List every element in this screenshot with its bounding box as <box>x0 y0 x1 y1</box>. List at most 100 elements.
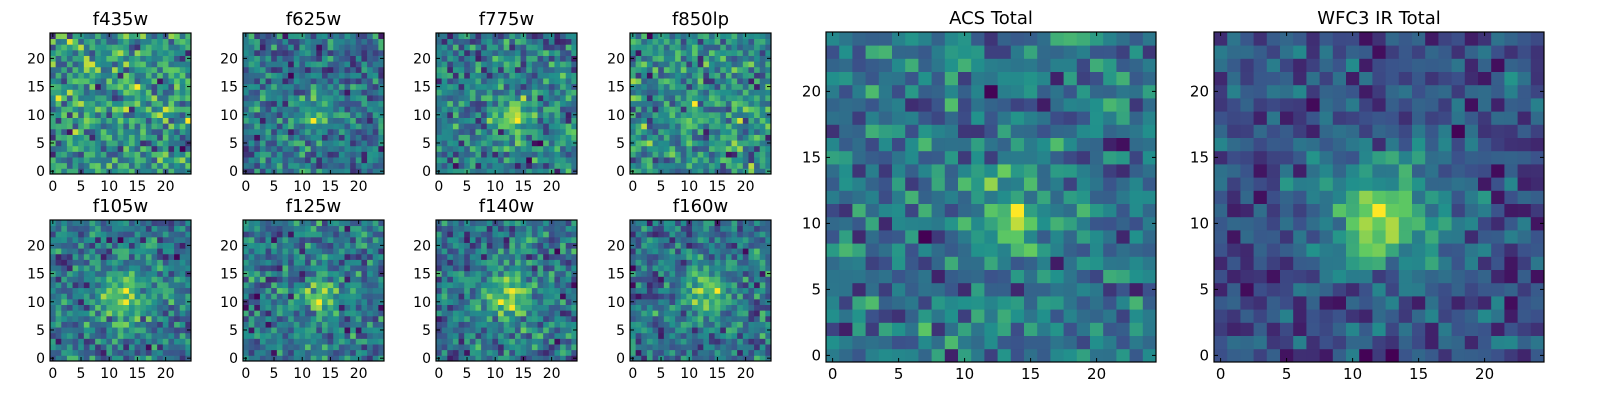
heatmap-cell <box>520 38 527 45</box>
heatmap-cell <box>635 83 642 90</box>
heatmap-cell <box>509 349 516 356</box>
heatmap-cell <box>680 332 687 339</box>
heatmap-cell <box>669 128 676 135</box>
heatmap-cell <box>526 83 533 90</box>
heatmap-cell <box>571 151 578 158</box>
heatmap-cell <box>458 49 465 56</box>
heatmap-cell <box>492 128 499 135</box>
heatmap-cell <box>554 100 561 107</box>
heatmap-cell <box>288 287 295 294</box>
heatmap-cell <box>66 253 73 260</box>
heatmap-cell <box>526 95 533 102</box>
heatmap-cell <box>641 72 648 79</box>
heatmap-cell <box>140 49 147 56</box>
heatmap-cell <box>720 106 727 113</box>
heatmap-cell <box>464 231 471 238</box>
heatmap-cell <box>548 225 555 232</box>
heatmap-cell <box>492 106 499 113</box>
heatmap-cell <box>276 95 283 102</box>
heatmap-cell <box>447 349 454 356</box>
heatmap-cell <box>765 304 772 311</box>
heatmap-cell <box>492 151 499 158</box>
heatmap-cell <box>112 332 119 339</box>
heatmap-cell <box>436 248 443 255</box>
heatmap-cell <box>503 61 510 68</box>
heatmap-cell <box>759 117 766 124</box>
heatmap-cell <box>168 168 175 175</box>
heatmap-cell <box>55 265 62 272</box>
heatmap-cell <box>344 145 351 152</box>
heatmap-cell <box>372 89 379 96</box>
heatmap-cell <box>652 162 659 169</box>
heatmap-cell <box>367 134 374 141</box>
heatmap-cell <box>526 248 533 255</box>
heatmap-cell <box>112 55 119 62</box>
heatmap-cell <box>168 111 175 118</box>
heatmap-cell <box>526 315 533 322</box>
y-tick-label: 20 <box>220 238 238 254</box>
heatmap-cell <box>475 128 482 135</box>
heatmap-cell <box>720 83 727 90</box>
heatmap-cell <box>503 293 510 300</box>
heatmap-cell <box>95 140 102 147</box>
heatmap-cell <box>243 100 250 107</box>
heatmap-cell <box>560 225 567 232</box>
heatmap-cell <box>436 282 443 289</box>
heatmap-cell <box>725 117 732 124</box>
heatmap-cell <box>537 72 544 79</box>
heatmap-cell <box>641 83 648 90</box>
heatmap-cell <box>168 242 175 249</box>
heatmap-cell <box>316 298 323 305</box>
heatmap-cell <box>151 55 158 62</box>
heatmap-cell <box>243 253 250 260</box>
heatmap-cell <box>243 162 250 169</box>
heatmap-cell <box>481 157 488 164</box>
heatmap-cell <box>531 145 538 152</box>
heatmap-cell <box>526 89 533 96</box>
heatmap-cell <box>486 145 493 152</box>
heatmap-cell <box>243 310 250 317</box>
heatmap-cell <box>282 134 289 141</box>
heatmap-cell <box>720 276 727 283</box>
heatmap-cell <box>703 162 710 169</box>
heatmap-cell <box>464 293 471 300</box>
heatmap-cell <box>78 344 85 351</box>
heatmap-cell <box>185 349 192 356</box>
heatmap-cell <box>714 83 721 90</box>
heatmap-cell <box>509 276 516 283</box>
heatmap-cell <box>669 321 676 328</box>
heatmap-cell <box>162 66 169 73</box>
heatmap-cell <box>560 89 567 96</box>
heatmap-cell <box>725 66 732 73</box>
heatmap-cell <box>350 287 357 294</box>
heatmap-cell <box>554 162 561 169</box>
heatmap-cell <box>145 248 152 255</box>
heatmap-cell <box>697 140 704 147</box>
heatmap-cell <box>531 100 538 107</box>
heatmap-cell <box>759 332 766 339</box>
heatmap-cell <box>151 310 158 317</box>
heatmap-cell <box>316 66 323 73</box>
heatmap-cell <box>305 157 312 164</box>
heatmap-cell <box>50 259 57 266</box>
heatmap-cell <box>367 151 374 158</box>
heatmap-cell <box>748 38 755 45</box>
heatmap-cell <box>361 248 368 255</box>
heatmap-cell <box>83 265 90 272</box>
heatmap-cell <box>367 95 374 102</box>
heatmap-cell <box>641 89 648 96</box>
heatmap-cell <box>503 321 510 328</box>
heatmap-cell <box>321 106 328 113</box>
heatmap-cell <box>66 162 73 169</box>
axes-frame <box>435 32 578 175</box>
heatmap-cell <box>55 220 62 227</box>
heatmap-cell <box>367 242 374 249</box>
heatmap-cell <box>106 44 113 51</box>
heatmap-cell <box>61 117 68 124</box>
heatmap-cell <box>475 220 482 227</box>
heatmap-cell <box>714 78 721 85</box>
heatmap-cell <box>714 140 721 147</box>
heatmap-cell <box>537 293 544 300</box>
heatmap-cell <box>498 72 505 79</box>
heatmap-cell <box>447 140 454 147</box>
